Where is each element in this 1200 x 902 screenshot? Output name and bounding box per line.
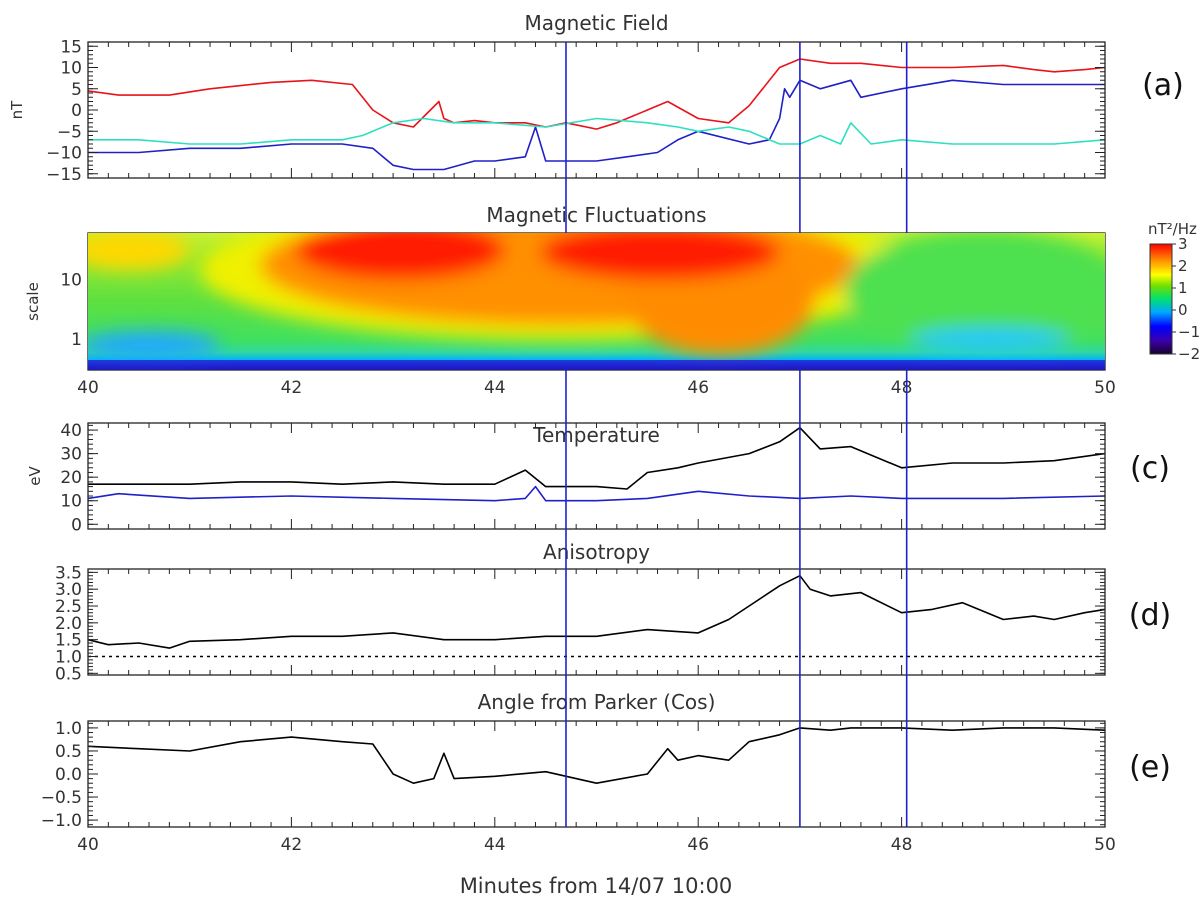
heatmap-b xyxy=(88,233,1105,370)
panel-a-letter: (a) xyxy=(1142,68,1184,103)
panel-b-x-tick-label: 46 xyxy=(687,378,709,398)
panel-a-series-blue xyxy=(88,79,1105,171)
panel-d-series-black xyxy=(88,574,1105,649)
panel-c-y-tick-label: 20 xyxy=(60,468,82,488)
heatmap-green-right xyxy=(845,233,1105,350)
colorbar-tick-label: 2 xyxy=(1178,257,1188,275)
panel-c-series-black xyxy=(88,426,1105,490)
panel-d-letter: (d) xyxy=(1129,598,1171,633)
heatmap-blobs xyxy=(88,233,1105,359)
heatmap-cyan-left xyxy=(88,331,220,359)
panel-a-y-tick-label: −15 xyxy=(46,165,82,185)
panel-a-y-tick-label: 10 xyxy=(60,59,82,79)
panel-e-x-tick-label: 50 xyxy=(1094,835,1116,855)
panel-e-y-tick-label: 0.0 xyxy=(55,765,82,785)
panel-e-series-black xyxy=(88,727,1105,785)
panel-b-x-tick-label: 48 xyxy=(891,378,913,398)
panel-a-y-label: nT xyxy=(8,100,26,120)
panel-d-y-tick-label: 3.0 xyxy=(55,580,82,600)
panel-d-y-tick-label: 1.5 xyxy=(55,631,82,651)
colorbar-ticks: 3 2 1 0 −1 −2 xyxy=(1172,235,1200,363)
panel-c-letter: (c) xyxy=(1130,451,1170,486)
panel-a-series-red xyxy=(88,58,1105,130)
panel-e-x-tick-label: 46 xyxy=(687,835,709,855)
panel-a-y-tick-label: −5 xyxy=(57,122,82,142)
heatmap-red-left xyxy=(295,233,505,280)
panel-b-y-label: scale xyxy=(24,282,42,321)
panel-a-frame xyxy=(87,41,1106,179)
vertical-markers xyxy=(565,42,908,827)
panel-a-y-tick-label: 5 xyxy=(71,80,82,100)
colorbar-tick-label: −2 xyxy=(1178,345,1200,363)
panels-root: Magnetic Field−15−10−5051015nT(a)Magneti… xyxy=(8,11,1184,855)
panel-c-y-tick-label: 0 xyxy=(71,515,82,535)
panel-b-title: Magnetic Fluctuations xyxy=(486,203,706,227)
panel-a-y-tick-label: 15 xyxy=(60,37,82,57)
panel-c-series-blue xyxy=(88,485,1105,502)
colorbar-tick-label: 3 xyxy=(1178,235,1188,253)
panel-a-title: Magnetic Field xyxy=(524,11,668,35)
heatmap-cyan-right xyxy=(910,328,1070,352)
panel-e-y-tick-label: 1.0 xyxy=(55,719,82,739)
panel-e-y-tick-label: −1.0 xyxy=(41,811,82,831)
heatmap-red-mid xyxy=(540,233,780,280)
panel-e-title: Angle from Parker (Cos) xyxy=(478,690,716,714)
heatmap-bottom-band xyxy=(88,360,1105,370)
heatmap-yellow-left xyxy=(88,233,190,270)
colorbar-tick-label: −1 xyxy=(1178,323,1200,341)
panel-e-y-tick-label: −0.5 xyxy=(41,788,82,808)
panel-e: Angle from Parker (Cos) 40 42 44 46 48 50 −1.0 −… xyxy=(41,690,1171,855)
panel-d-series xyxy=(88,574,1105,658)
panel-a-y-tick-label: 0 xyxy=(71,101,82,121)
panel-e-x-tick-label: 48 xyxy=(891,835,913,855)
panel-e-letter: (e) xyxy=(1129,750,1171,785)
panel-c-y-tick-label: 10 xyxy=(60,492,82,512)
panel-c-y-tick-label: 30 xyxy=(60,445,82,465)
panel-e-y-tick-label: 0.5 xyxy=(55,742,82,762)
panel-e-x-tick-label: 42 xyxy=(281,835,303,855)
panel-d-y-tick-label: 1.0 xyxy=(55,647,82,667)
panel-a-y-tick-label: −10 xyxy=(46,144,82,164)
panel-d-y-tick-label: 2.0 xyxy=(55,614,82,634)
panel-b-x-tick-label: 40 xyxy=(77,378,99,398)
panel-e-series xyxy=(88,727,1105,785)
panel-c-y-label: eV xyxy=(26,466,44,486)
panel-b-x-tick-label: 50 xyxy=(1094,378,1116,398)
panel-b-y-tick-label: 1 xyxy=(71,330,82,350)
panel-e-x-tick-label: 40 xyxy=(77,835,99,855)
colorbar-tick-label: 0 xyxy=(1178,301,1188,319)
colorbar-title: nT²/Hz xyxy=(1148,220,1197,238)
colorbar-tick-label: 1 xyxy=(1178,279,1188,297)
panel-c-y-tick-label: 40 xyxy=(60,421,82,441)
panel-e-frame xyxy=(87,720,1106,828)
panel-d-title: Anisotropy xyxy=(543,540,650,564)
panel-a-series xyxy=(88,58,1105,171)
panel-d-y-tick-label: 2.5 xyxy=(55,597,82,617)
panel-b-y-tick-label: 10 xyxy=(60,270,82,290)
x-axis-title: Minutes from 14/07 10:00 xyxy=(460,874,733,898)
panel-e-x-tick-label: 44 xyxy=(484,835,506,855)
colorbar-gradient xyxy=(1149,243,1173,355)
panel-d-y-tick-label: 0.5 xyxy=(55,664,82,684)
panel-b-x-tick-label: 44 xyxy=(484,378,506,398)
colorbar: nT²/Hz 3 2 1 0 −1 −2 xyxy=(1148,220,1200,363)
panel-d: Anisotropy 0.51.01.52.02.53.03.5 (d) xyxy=(55,540,1171,684)
panel-a-series-cyan xyxy=(88,117,1105,145)
panel-d-frame xyxy=(87,568,1106,676)
panel-b-x-tick-label: 42 xyxy=(281,378,303,398)
panel-d-y-tick-label: 3.5 xyxy=(55,563,82,583)
